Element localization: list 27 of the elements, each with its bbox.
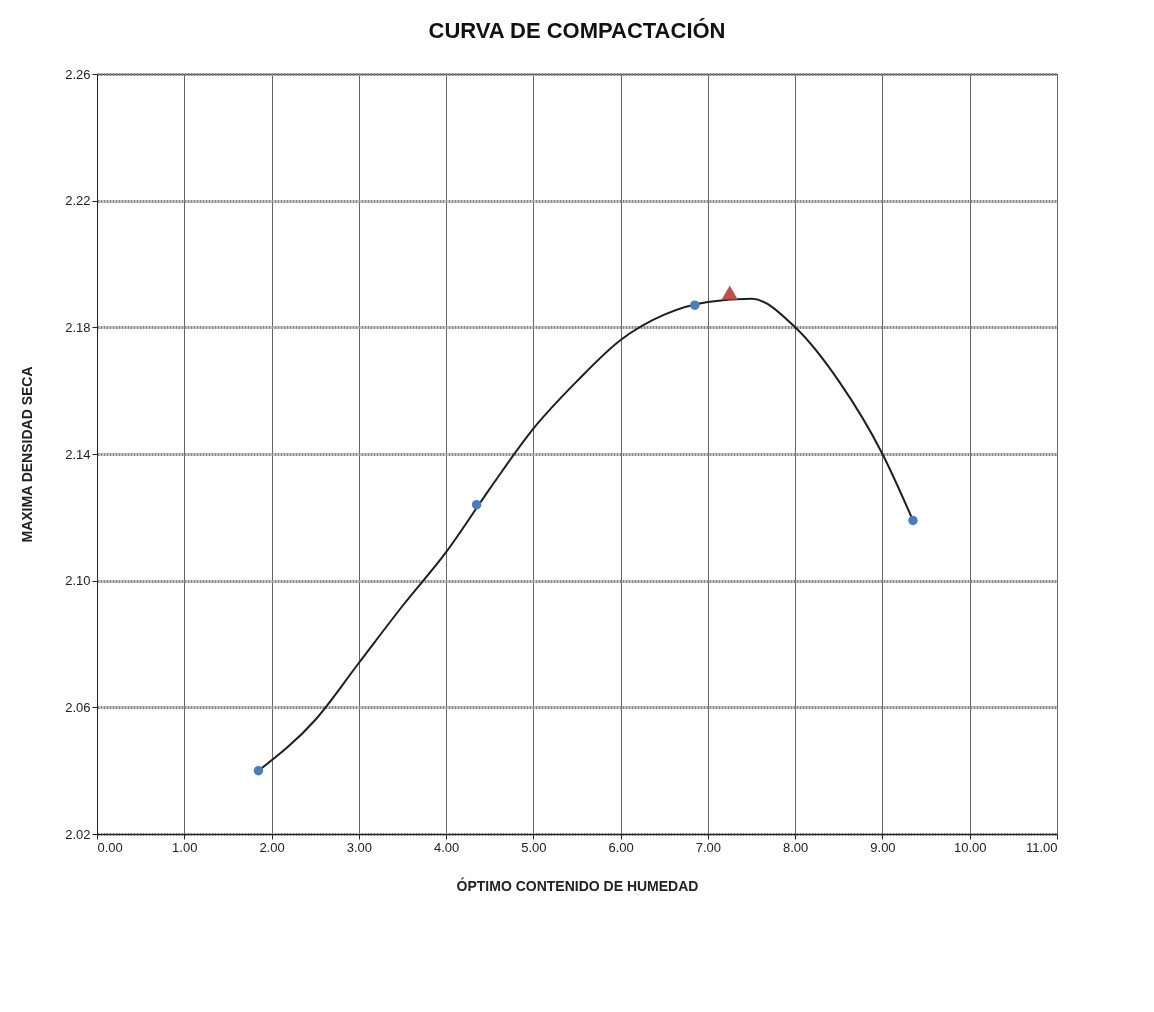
x-tick-label: 0.00 [97, 839, 123, 855]
point [253, 765, 264, 776]
x-tick-label: 1.00 [172, 839, 198, 855]
x-tick-label: 5.00 [521, 839, 547, 855]
y-axis-title: MAXIMA DENSIDAD SECA [19, 366, 36, 543]
y-tick-label: 2.06 [65, 699, 91, 715]
x-tick-label: 10.00 [953, 839, 987, 855]
point [690, 300, 700, 310]
y-tick-label: 2.10 [65, 573, 91, 589]
y-tick-label: 2.22 [65, 193, 91, 209]
x-tick-label: 6.00 [608, 839, 634, 855]
x-tick-label: 2.00 [259, 839, 285, 855]
x-tick-label: 8.00 [783, 839, 809, 855]
x-tick-label: 4.00 [433, 839, 460, 855]
chart-title: CURVA DE COMPACTACIÓN [428, 18, 726, 43]
y-tick-label: 2.02 [65, 826, 91, 842]
x-axis-title: ÓPTIMO CONTENIDO DE HUMEDAD [456, 876, 699, 894]
x-tick-label: 11.00 [1025, 839, 1058, 855]
x-tick-label: 9.00 [870, 839, 896, 855]
y-tick-label: 2.18 [65, 319, 91, 335]
point [908, 515, 918, 526]
y-tick-label: 2.26 [65, 66, 91, 82]
point [721, 285, 738, 300]
x-tick-label: 7.00 [695, 839, 722, 855]
point [471, 499, 482, 510]
y-tick-label: 2.14 [65, 446, 91, 462]
x-tick-label: 3.00 [346, 839, 372, 855]
